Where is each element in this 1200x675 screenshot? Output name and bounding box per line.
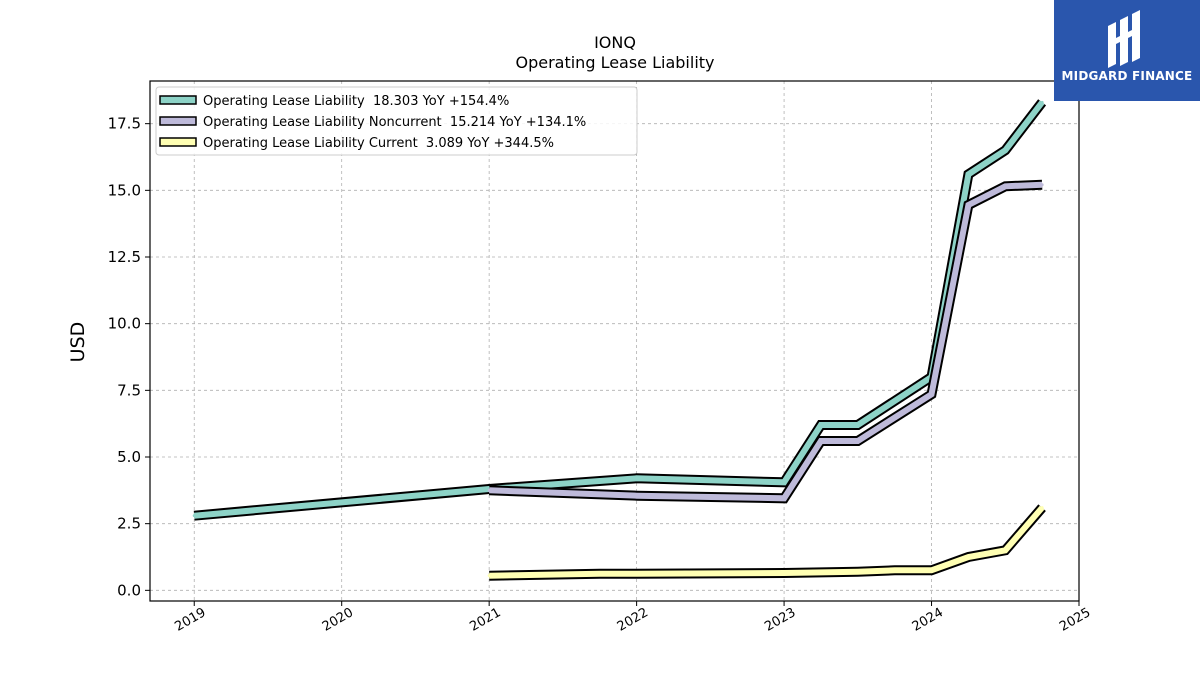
- legend: Operating Lease Liability 18.303 YoY +15…: [155, 86, 638, 156]
- legend-swatch-1: [159, 116, 197, 126]
- brand-name: MIDGARD FINANCE: [1061, 69, 1193, 83]
- y-tick-label: 12.5: [108, 248, 141, 266]
- y-tick-label: 5.0: [117, 448, 141, 466]
- series-point-2: [893, 568, 897, 572]
- series-point-0: [782, 480, 786, 484]
- legend-label-1: Operating Lease Liability Noncurrent 15.…: [203, 115, 586, 130]
- y-axis-label: USD: [67, 322, 89, 363]
- series-point-0: [1003, 148, 1007, 152]
- series-point-1: [1003, 184, 1007, 188]
- series-point-2: [635, 572, 639, 576]
- series-point-0: [856, 423, 860, 427]
- y-tick-label: 15.0: [108, 181, 141, 199]
- x-tick-label: 2021: [467, 605, 503, 635]
- series-point-1: [1040, 183, 1044, 187]
- series-point-0: [966, 172, 970, 176]
- series-point-0: [635, 476, 639, 480]
- series-point-0: [1040, 100, 1044, 104]
- legend-swatch-2: [159, 137, 197, 147]
- series-point-1: [819, 439, 823, 443]
- legend-label-2: Operating Lease Liability Current 3.089 …: [203, 136, 554, 151]
- tick-layer: 2019 2020 2021 2022 2023 2024 2025 0.0 2.5 5.0 7.5…: [108, 115, 1094, 635]
- series-point-2: [1003, 548, 1007, 552]
- series-point-1: [782, 496, 786, 500]
- legend-swatch-0: [159, 95, 197, 105]
- y-tick-label: 7.5: [117, 381, 141, 399]
- series-point-2: [856, 570, 860, 574]
- legend-box: [155, 86, 638, 156]
- series-layer: [192, 99, 1047, 581]
- chart-title: IONQ: [594, 33, 636, 52]
- series-point-1: [635, 494, 639, 498]
- x-tick-label: 2019: [172, 605, 208, 635]
- brand-mark-icon: [1108, 10, 1140, 68]
- series-point-2: [930, 568, 934, 572]
- series-line-0: [193, 100, 1045, 519]
- series-point-1: [930, 392, 934, 396]
- y-tick-label: 17.5: [108, 115, 141, 133]
- series-point-1: [487, 488, 491, 492]
- series-outline-0: [193, 99, 1047, 521]
- series-point-2: [598, 572, 602, 576]
- series-outline-2: [489, 504, 1046, 581]
- series-outline-1: [489, 179, 1043, 504]
- series-point-2: [966, 555, 970, 559]
- series-point-1: [966, 203, 970, 207]
- x-tick-label: 2020: [320, 605, 356, 635]
- x-tick-label: 2024: [910, 605, 946, 635]
- x-tick-label: 2022: [615, 605, 651, 635]
- series-point-0: [192, 514, 196, 518]
- series-point-2: [1040, 506, 1044, 510]
- x-tick-label: 2025: [1057, 605, 1093, 635]
- plot-frame: [149, 80, 1080, 602]
- series-point-2: [782, 571, 786, 575]
- legend-label-0: Operating Lease Liability 18.303 YoY +15…: [203, 94, 509, 109]
- y-tick-label: 2.5: [117, 515, 141, 533]
- x-tick-label: 2023: [762, 605, 798, 635]
- series-point-0: [819, 423, 823, 427]
- series-point-2: [487, 574, 491, 578]
- series-point-1: [856, 439, 860, 443]
- y-tick-label: 0.0: [117, 581, 141, 599]
- chart-subtitle: Operating Lease Liability: [515, 53, 714, 72]
- series-line-2: [489, 505, 1045, 579]
- y-tick-label: 10.0: [108, 315, 141, 333]
- brand-logo: MIDGARD FINANCE: [1054, 0, 1200, 101]
